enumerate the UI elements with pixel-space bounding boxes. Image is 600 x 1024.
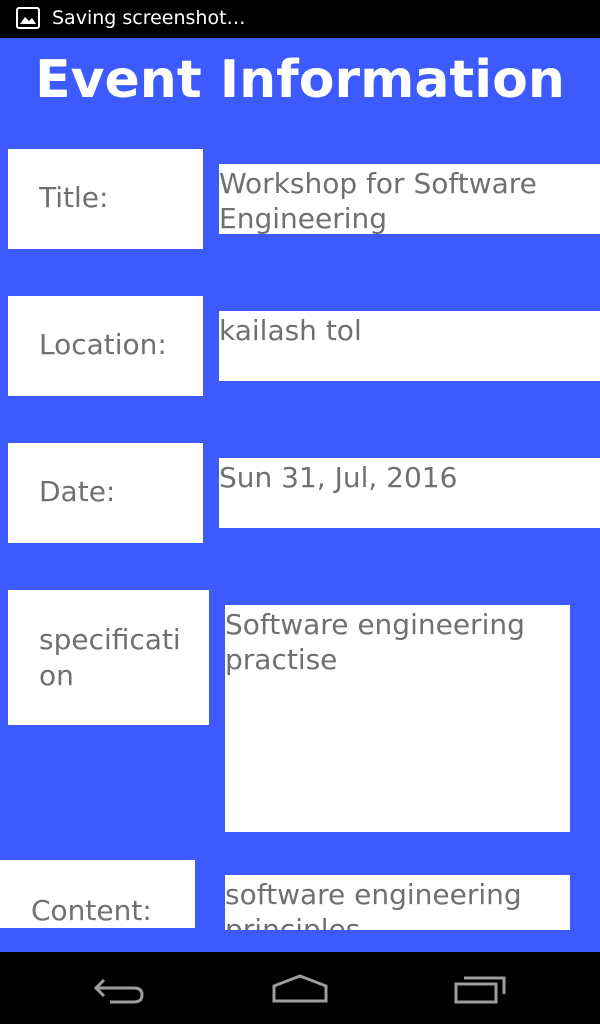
home-icon [272, 974, 328, 1003]
location-label: Location: [8, 296, 203, 396]
page-title: Event Information [35, 50, 565, 110]
content-label: Content: [0, 860, 195, 928]
content-value: software engineering principles [225, 878, 522, 930]
date-field[interactable]: Sun 31, Jul, 2016 [219, 458, 600, 528]
recent-apps-icon [454, 976, 506, 1004]
image-icon [16, 7, 40, 29]
specification-label: specification [8, 590, 209, 725]
location-value: kailash tol [219, 314, 362, 347]
content-label-text: Content: [31, 894, 152, 927]
location-label-text: Location: [39, 328, 167, 361]
date-label-text: Date: [39, 475, 116, 508]
specification-label-text: specification [39, 623, 181, 692]
status-text: Saving screenshot… [52, 7, 246, 29]
specification-field[interactable]: Software engineering practise [225, 605, 570, 832]
location-field[interactable]: kailash tol [219, 311, 600, 381]
back-icon [93, 978, 144, 1004]
navigation-bar [0, 952, 600, 1024]
title-value: Workshop for Software Engineering [219, 167, 537, 234]
home-button[interactable] [260, 966, 340, 1010]
content-field[interactable]: software engineering principles [225, 875, 570, 930]
status-bar: Saving screenshot… [0, 0, 600, 38]
event-information-screen: Event Information Title: Workshop for So… [0, 38, 600, 952]
specification-value: Software engineering practise [225, 608, 525, 676]
date-label: Date: [8, 443, 203, 543]
back-button[interactable] [80, 966, 160, 1010]
title-field[interactable]: Workshop for Software Engineering [219, 164, 600, 234]
title-label-text: Title: [39, 181, 109, 214]
title-label: Title: [8, 149, 203, 249]
recent-apps-button[interactable] [442, 966, 522, 1010]
date-value: Sun 31, Jul, 2016 [219, 461, 458, 494]
